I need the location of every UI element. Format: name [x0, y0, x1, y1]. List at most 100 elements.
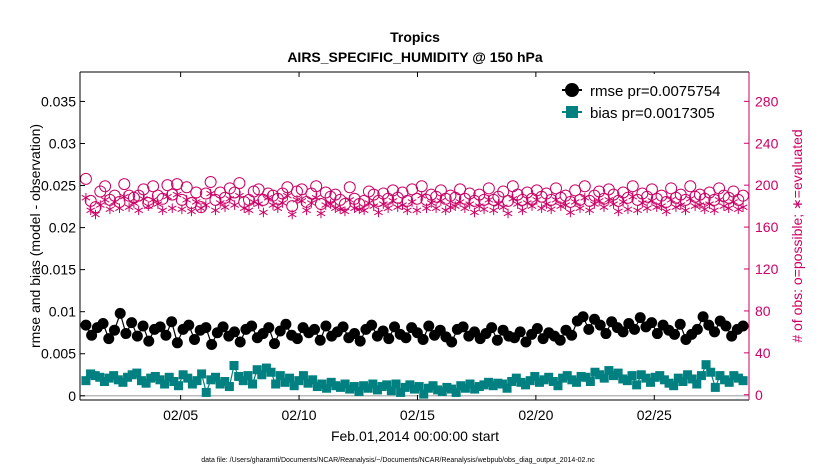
obs-evaluated-stroke — [599, 204, 609, 211]
obs-evaluated-stroke — [287, 211, 297, 218]
bias-point — [534, 377, 544, 387]
bias-point — [183, 373, 193, 383]
obs-evaluated-stroke — [709, 207, 719, 214]
obs-evaluated-stroke — [422, 205, 431, 212]
bias-point — [696, 371, 706, 381]
bias-point — [553, 381, 563, 391]
x-tick-label: 02/20 — [518, 407, 553, 423]
bias-point — [599, 373, 609, 383]
y-left-tick-label: 0.005 — [41, 346, 76, 362]
bias-point — [632, 380, 642, 390]
obs-evaluated-point — [124, 202, 134, 212]
rmse-point — [314, 334, 326, 346]
obs-evaluated-stroke — [187, 208, 196, 215]
obs-possible-point — [410, 192, 423, 205]
y-right-tick-label: 40 — [755, 345, 771, 361]
obs-evaluated-point — [431, 203, 441, 214]
obs-evaluated-stroke — [575, 205, 585, 212]
obs-evaluated-point — [287, 209, 297, 220]
obs-evaluated-point — [81, 192, 91, 203]
obs-evaluated-stroke — [613, 208, 623, 215]
rmse-point — [554, 334, 566, 346]
obs-evaluated-stroke — [398, 202, 407, 208]
obs-evaluated-point — [273, 203, 283, 214]
bias-point — [585, 376, 595, 386]
bias-point — [197, 369, 207, 379]
rmse-point — [308, 323, 320, 335]
obs-evaluated-point — [297, 196, 307, 206]
obs-evaluated-stroke — [153, 201, 163, 207]
bias-point — [502, 383, 512, 393]
obs-evaluated-stroke — [105, 206, 115, 213]
obs-possible-point — [319, 186, 332, 199]
bias-point — [127, 370, 137, 380]
obs-evaluated-point — [412, 205, 422, 216]
obs-evaluated-point — [685, 193, 695, 204]
bias-point — [687, 374, 697, 384]
obs-evaluated-stroke — [330, 205, 340, 212]
obs-evaluated-stroke — [733, 206, 743, 213]
obs-evaluated-stroke — [407, 199, 417, 205]
obs-evaluated-stroke — [412, 207, 422, 214]
obs-evaluated-stroke — [652, 204, 662, 211]
obs-evaluated-stroke — [446, 204, 455, 211]
bias-point — [488, 381, 498, 391]
bias-point — [720, 375, 730, 385]
bias-point — [729, 371, 739, 381]
rmse-series — [80, 307, 749, 350]
obs-evaluated-point — [249, 197, 259, 207]
obs-evaluated-stroke — [642, 205, 652, 212]
obs-evaluated-point — [282, 190, 292, 201]
obs-evaluated-point — [378, 199, 388, 209]
bias-point — [558, 373, 568, 383]
obs-possible-point — [621, 191, 634, 204]
bias-point — [326, 377, 336, 387]
bias-point — [211, 372, 221, 382]
obs-evaluated-point — [110, 197, 120, 207]
obs-possible-point — [540, 187, 553, 200]
obs-evaluated-stroke — [86, 207, 96, 214]
rmse-point — [383, 333, 395, 345]
obs-evaluated-stroke — [705, 201, 714, 207]
obs-possible-point — [430, 190, 443, 203]
rmse-point — [720, 320, 732, 332]
obs-evaluated-stroke — [143, 203, 153, 209]
obs-evaluated-point — [700, 204, 710, 215]
obs-evaluated-stroke — [594, 198, 604, 204]
x-axis-label: Feb.01,2014 00:00:00 start — [331, 428, 499, 444]
bias-point — [354, 387, 364, 397]
rmse-point — [246, 320, 258, 332]
y-left-tick-label: 0.025 — [41, 178, 76, 194]
obs-evaluated-stroke — [455, 199, 465, 205]
bias-point — [571, 377, 581, 387]
bias-point — [136, 376, 146, 386]
obs-evaluated-stroke — [311, 194, 321, 201]
obs-evaluated-stroke — [542, 201, 551, 207]
obs-evaluated-point — [479, 204, 489, 215]
obs-evaluated-point — [306, 198, 316, 208]
bias-point — [669, 381, 679, 391]
obs-evaluated-stroke — [249, 199, 259, 205]
obs-evaluated-point — [460, 203, 470, 214]
obs-evaluated-point — [239, 203, 249, 214]
bias-point — [372, 385, 382, 395]
obs-evaluated-point — [671, 202, 681, 212]
obs-possible-point — [204, 176, 217, 189]
rmse-point — [337, 321, 349, 333]
y-right-tick-label: 120 — [755, 261, 779, 277]
obs-evaluated-point — [105, 204, 115, 215]
bias-point — [521, 380, 531, 390]
obs-evaluated-point — [647, 196, 657, 206]
obs-possible-point — [502, 194, 515, 207]
bias-point — [215, 379, 225, 389]
rmse-point — [634, 312, 646, 324]
obs-evaluated-point — [733, 204, 743, 215]
obs-possible-point — [228, 186, 241, 199]
bias-point — [317, 379, 327, 389]
bias-point — [400, 382, 410, 392]
bias-point — [562, 371, 572, 381]
obs-evaluated-point — [326, 199, 335, 209]
obs-evaluated-point — [518, 205, 527, 216]
rmse-point — [114, 307, 126, 319]
bias-point — [141, 378, 151, 388]
